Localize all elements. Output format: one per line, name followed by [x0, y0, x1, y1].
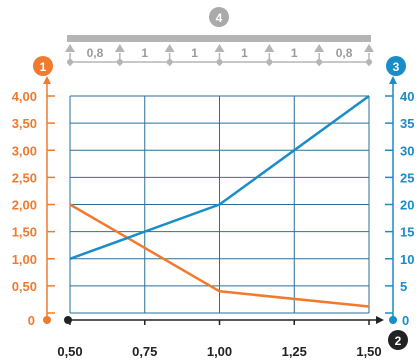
right-axis-tick-label: 15 [400, 225, 414, 240]
top-support-triangle [364, 44, 374, 52]
top-badge [209, 7, 229, 27]
right-axis-badge [386, 56, 406, 76]
top-dimension-dot [316, 59, 323, 65]
left-axis-tick-label: 2,50 [12, 170, 37, 185]
right-axis-origin-dot [389, 316, 397, 324]
right-axis-tick-label: 10 [400, 252, 414, 267]
top-dimension-dot [366, 59, 372, 65]
x-axis-badge [388, 330, 408, 350]
right-axis-tick-label: 40 [400, 89, 414, 104]
x-axis-tick-label: 1,50 [356, 344, 381, 359]
right-axis-tick-label: 35 [400, 116, 414, 131]
top-segment-label: 1 [191, 46, 198, 60]
top-dimension-dot [67, 59, 73, 65]
x-axis-origin-dot [64, 316, 72, 324]
left-axis-origin-dot [43, 316, 51, 324]
x-axis-badge-label: 2 [395, 334, 402, 348]
top-dimension-dot [216, 59, 223, 65]
left-axis-badge-label: 1 [40, 60, 47, 74]
top-support-triangle [65, 44, 75, 52]
top-dimension-dot [166, 59, 173, 65]
left-axis-badge [33, 56, 53, 76]
left-axis-tick-label: 0,50 [12, 279, 37, 294]
left-axis-tick-label: 4,00 [12, 89, 37, 104]
x-axis-tick-label: 0,50 [57, 344, 82, 359]
series-line-left-axis [69, 203, 370, 308]
top-segment-label: 1 [141, 46, 148, 60]
x-axis-arrow [376, 316, 384, 324]
series-line-right-axis [69, 94, 370, 260]
right-axis-tick-label: 30 [400, 143, 414, 158]
top-segment-label: 0,8 [87, 46, 104, 60]
right-axis-badge-label: 3 [393, 60, 400, 74]
left-axis-arrow [43, 76, 51, 84]
right-axis-tick-label: 0 [402, 313, 409, 328]
right-axis-tick-label: 25 [400, 170, 414, 185]
right-axis-tick-label: 5 [400, 279, 407, 294]
x-axis-tick-label: 0,75 [132, 344, 157, 359]
top-support-triangle [314, 44, 325, 52]
left-axis-tick-label: 0 [28, 313, 35, 328]
top-segment-label: 0,8 [336, 46, 353, 60]
top-segment-label: 1 [291, 46, 298, 60]
left-axis-tick-label: 1,00 [12, 252, 37, 267]
top-support-triangle [114, 44, 125, 52]
top-badge-label: 4 [216, 11, 223, 25]
top-dimension-dot [116, 59, 123, 65]
top-bar [67, 35, 371, 42]
top-support-triangle [264, 44, 275, 52]
x-axis-tick-label: 1,00 [207, 344, 232, 359]
left-axis-tick-label: 2,00 [12, 198, 37, 213]
top-support-triangle [214, 44, 225, 52]
right-axis-tick-label: 20 [400, 198, 414, 213]
right-axis-arrow [389, 76, 397, 84]
left-axis-tick-label: 1,50 [12, 225, 37, 240]
x-axis-tick-label: 1,25 [282, 344, 307, 359]
left-axis-tick-label: 3,00 [12, 143, 37, 158]
top-dimension-dot [266, 59, 273, 65]
left-axis-tick-label: 3,50 [12, 116, 37, 131]
top-segment-label: 1 [241, 46, 248, 60]
top-support-triangle [164, 44, 175, 52]
